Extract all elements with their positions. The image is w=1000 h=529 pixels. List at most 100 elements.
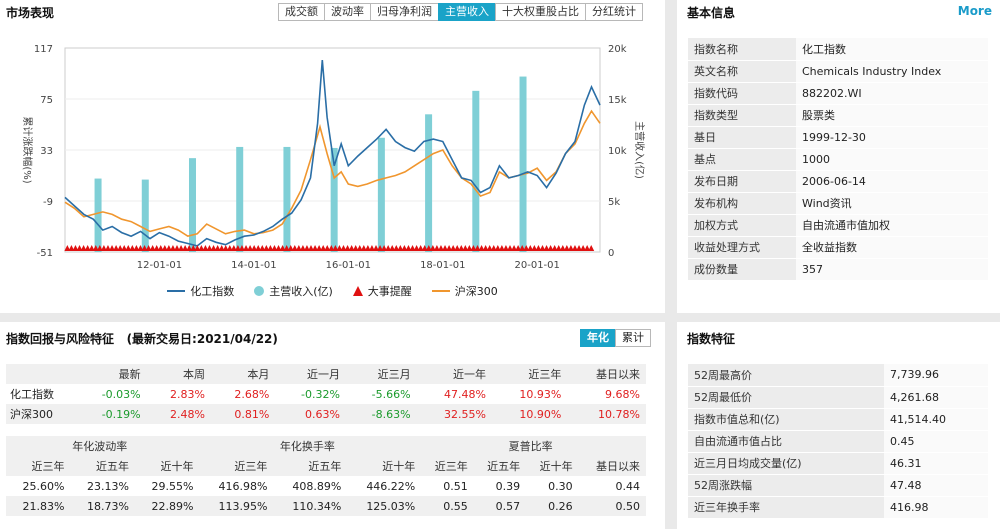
table-row: 21.83% 18.73% 22.89% 113.95% 110.34% 125.03% 0… — [6, 496, 646, 516]
event-marker — [535, 245, 542, 251]
tab-top10-weight[interactable]: 十大权重股占比 — [495, 3, 586, 21]
column-header[interactable]: 近三年 — [421, 456, 474, 476]
info-key: 52周涨跌幅 — [688, 474, 884, 497]
return-value: -5.66% — [371, 387, 411, 401]
event-marker — [100, 245, 107, 251]
market-tabs: 成交额 波动率 归母净利润 主营收入 十大权重股占比 分红统计 — [278, 3, 643, 21]
column-header[interactable]: 近一月 — [275, 364, 346, 384]
risk-value: 0.39 — [495, 479, 521, 493]
event-marker — [68, 245, 75, 251]
event-marker — [210, 245, 217, 251]
return-value: -0.19% — [101, 407, 141, 421]
event-marker — [145, 245, 152, 251]
more-link[interactable]: More — [957, 4, 992, 18]
event-marker — [332, 245, 339, 251]
info-row: 发布日期 2006-06-14 — [688, 170, 988, 193]
tab-net-profit[interactable]: 归母净利润 — [370, 3, 439, 21]
event-marker — [133, 245, 140, 251]
event-marker — [559, 245, 566, 251]
features-table: 52周最高价 7,739.96 52周最低价 4,261.68 指数市值总和(亿) 41,… — [688, 364, 988, 519]
y-tick-label: 33 — [40, 146, 53, 157]
event-marker — [551, 245, 558, 251]
risk-value: 25.60% — [22, 479, 65, 493]
info-row: 成份数量 357 — [688, 258, 988, 281]
info-value: 1000 — [796, 148, 988, 171]
column-header[interactable]: 近一年 — [416, 364, 492, 384]
event-marker — [470, 245, 477, 251]
risk-value: 0.57 — [495, 499, 521, 513]
info-value: 4,261.68 — [884, 386, 988, 409]
event-marker — [287, 245, 294, 251]
legend-revenue[interactable]: 主营收入(亿) — [254, 283, 333, 299]
legend-event[interactable]: 大事提醒 — [352, 283, 412, 299]
y-axis-label: 累计涨跌幅(%) — [21, 116, 34, 183]
tab-revenue[interactable]: 主营收入 — [438, 3, 496, 21]
event-marker — [547, 245, 554, 251]
y2-tick-label: 10k — [608, 146, 627, 157]
event-marker — [364, 245, 371, 251]
legend-index[interactable]: 化工指数 — [167, 285, 235, 298]
info-value: 357 — [796, 258, 988, 281]
event-marker — [72, 245, 79, 251]
event-marker — [519, 245, 526, 251]
event-marker — [450, 245, 457, 251]
event-marker — [494, 245, 501, 251]
returns-subtitle: (最新交易日:2021/04/22) — [126, 332, 278, 346]
column-header[interactable]: 近三年 — [491, 364, 568, 384]
risk-value: 125.03% — [366, 499, 416, 513]
event-marker — [214, 245, 221, 251]
column-header[interactable]: 近十年 — [347, 456, 422, 476]
event-marker — [259, 245, 266, 251]
event-marker — [121, 245, 128, 251]
event-marker — [263, 245, 270, 251]
column-header[interactable]: 基日以来 — [567, 364, 646, 384]
column-header[interactable]: 近三月 — [345, 364, 417, 384]
annual-button[interactable]: 年化 — [580, 329, 616, 347]
event-marker — [186, 245, 193, 251]
column-header[interactable]: 近三年 — [6, 456, 71, 476]
column-header[interactable]: 近三年 — [199, 456, 274, 476]
column-header[interactable] — [6, 364, 76, 384]
info-key: 近三年换手率 — [688, 496, 884, 519]
event-marker — [356, 245, 363, 251]
column-header[interactable]: 近十年 — [135, 456, 200, 476]
column-header[interactable]: 近五年 — [70, 456, 135, 476]
event-marker — [571, 245, 578, 251]
event-marker — [454, 245, 461, 251]
cumulative-button[interactable]: 累计 — [615, 329, 651, 347]
risk-value: 21.83% — [22, 499, 65, 513]
table-row: 25.60% 23.13% 29.55% 416.98% 408.89% 446.22% 0… — [6, 476, 646, 496]
column-header[interactable]: 最新 — [76, 364, 147, 384]
column-header[interactable]: 近五年 — [473, 456, 527, 476]
event-marker — [283, 245, 290, 251]
event-marker — [389, 245, 396, 251]
info-row: 52周涨跌幅 47.48 — [688, 474, 988, 497]
column-header[interactable]: 本月 — [210, 364, 276, 384]
column-header[interactable]: 近十年 — [526, 456, 579, 476]
event-marker — [88, 245, 95, 251]
event-marker — [238, 245, 245, 251]
tab-turnover[interactable]: 成交额 — [278, 3, 325, 21]
event-marker — [531, 245, 538, 251]
tab-volatility[interactable]: 波动率 — [324, 3, 371, 21]
revenue-bar — [330, 147, 338, 252]
returns-title: 指数回报与风险特征 (最新交易日:2021/04/22) — [6, 332, 278, 346]
event-marker — [153, 245, 160, 251]
event-marker — [165, 245, 172, 251]
risk-value: 0.30 — [548, 479, 573, 493]
column-header[interactable]: 本周 — [146, 364, 211, 384]
event-marker — [117, 245, 124, 251]
return-value: 2.68% — [234, 387, 270, 401]
event-marker — [433, 245, 440, 251]
tab-dividend[interactable]: 分红统计 — [585, 3, 643, 21]
info-key: 发布日期 — [688, 170, 796, 193]
risk-value: 23.13% — [87, 479, 129, 493]
return-value: -0.03% — [101, 387, 141, 401]
info-row: 近三年换手率 416.98 — [688, 496, 988, 519]
column-header[interactable]: 基日以来 — [578, 456, 646, 476]
column-header[interactable]: 近五年 — [273, 456, 348, 476]
info-value: Wind资讯 — [796, 192, 988, 215]
event-marker — [344, 245, 351, 251]
legend-hs300[interactable]: 沪深300 — [431, 285, 498, 298]
chart-legend: 化工指数 主营收入(亿) 大事提醒 沪深300 — [0, 283, 665, 299]
